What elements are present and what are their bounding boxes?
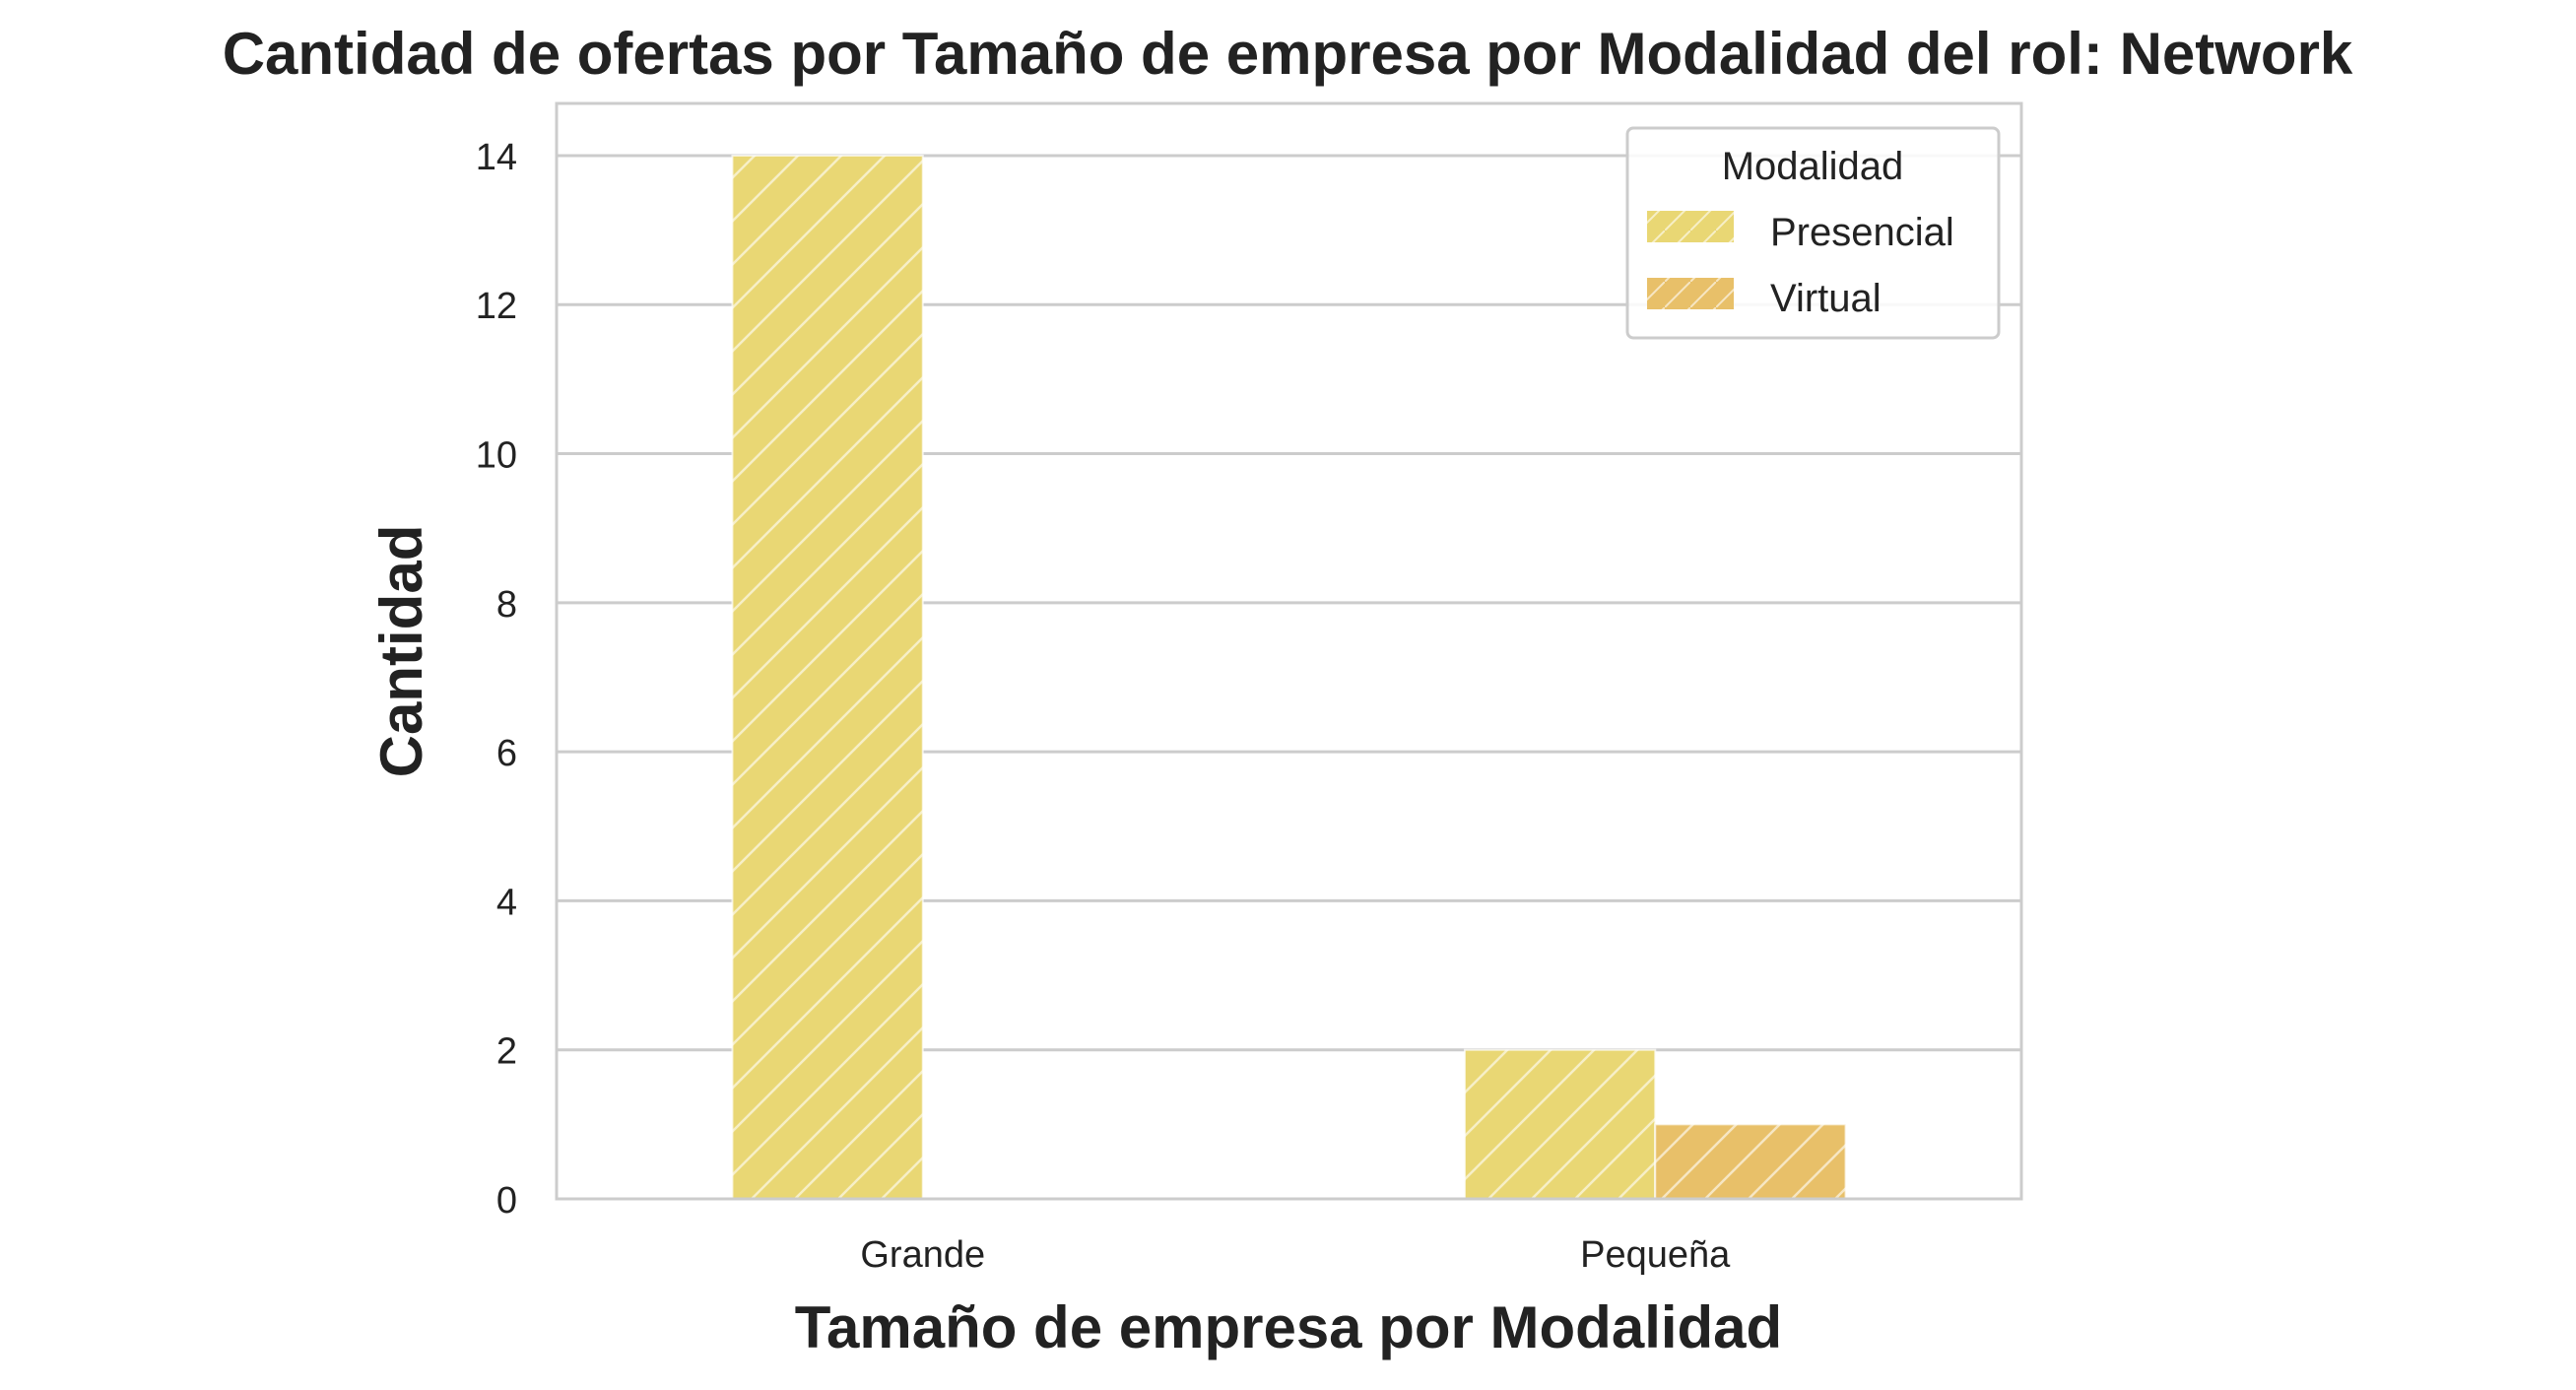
chart-title: Cantidad de ofertas por Tamaño de empres… <box>223 21 2353 87</box>
y-tick-label: 4 <box>496 882 517 923</box>
x-tick-label-grande: Grande <box>860 1234 985 1276</box>
legend-title: Modalidad <box>1722 145 1904 188</box>
x-tick-label-pequeña: Pequeña <box>1580 1234 1731 1276</box>
legend-swatch-presencial-hatch <box>1647 211 1734 242</box>
x-axis-label: Tamaño de empresa por Modalidad <box>795 1294 1782 1360</box>
x-tick-labels: Grande Pequeña <box>860 1234 1731 1276</box>
y-axis-label: Cantidad <box>368 525 434 778</box>
bar-hatch-grande-presencial <box>732 155 923 1199</box>
y-tick-label: 0 <box>496 1180 517 1222</box>
y-tick-label: 10 <box>476 435 517 477</box>
bar-hatch-pequeña-virtual <box>1655 1124 1846 1199</box>
bars <box>731 154 1847 1201</box>
legend-swatch-virtual-hatch <box>1647 278 1734 309</box>
y-tick-label: 8 <box>496 584 517 626</box>
y-tick-labels: 0 2 4 6 8 10 12 14 <box>476 137 517 1222</box>
y-tick-label: 12 <box>476 286 517 327</box>
bar-hatch-pequeña-presencial <box>1464 1049 1656 1199</box>
y-tick-label: 6 <box>496 733 517 774</box>
legend: Modalidad Presencial Virtual <box>1625 126 2001 340</box>
legend-label-presencial: Presencial <box>1770 211 1954 254</box>
y-tick-label: 2 <box>496 1031 517 1073</box>
plot-frame <box>555 101 2023 1201</box>
y-tick-label: 14 <box>476 137 517 178</box>
legend-label-virtual: Virtual <box>1770 277 1882 320</box>
